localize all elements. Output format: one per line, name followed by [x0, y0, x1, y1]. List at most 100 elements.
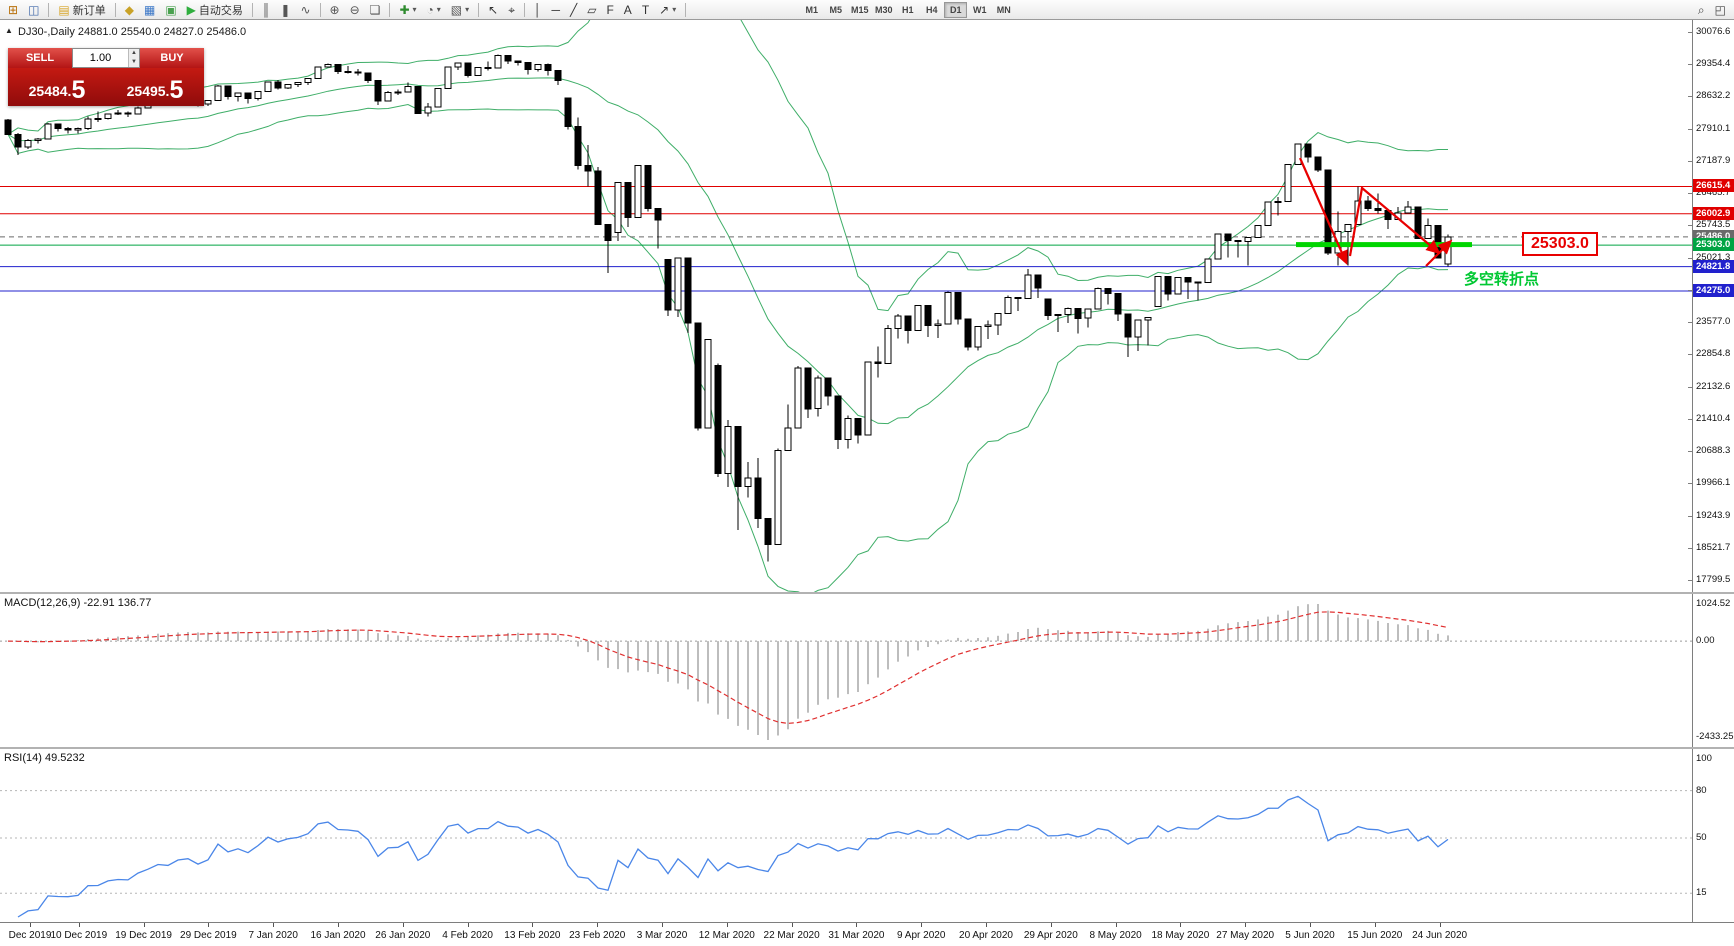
crosshair-icon[interactable]: ⌖ — [504, 1, 519, 18]
periods-icon[interactable]: ◔ ▾ — [423, 1, 445, 18]
timeframe-d1-button[interactable]: D1 — [944, 1, 968, 18]
chevron-down-icon: ▾ — [412, 5, 417, 14]
time-axis-label: 23 Feb 2020 — [569, 930, 626, 941]
scale-tickmark — [1688, 193, 1693, 195]
timeframe-m1-button[interactable]: M1 — [805, 4, 818, 15]
price-annotation-box[interactable]: 25303.0 — [1522, 232, 1598, 256]
text-icon[interactable]: A — [620, 1, 636, 18]
scale-tickmark — [1688, 483, 1693, 485]
price-line-tag: 26002.9 — [1693, 206, 1734, 220]
buy-price[interactable]: 25495. 5 — [106, 68, 204, 106]
chart-panel[interactable]: ▲ DJ30-,Daily 24881.0 25540.0 24827.0 25… — [0, 20, 1734, 592]
cursor-icon: ↖ — [488, 2, 499, 17]
macd-scale-label: -2433.25 — [1696, 731, 1734, 742]
timeframe-m30-button[interactable]: M30 — [874, 4, 893, 15]
strategy-tester-icon: ▣ — [165, 2, 177, 17]
candlestick-type-icon[interactable]: ❚ — [276, 1, 294, 18]
time-axis[interactable]: Dec 2019 10 Dec 2019 19 Dec 2019 29 Dec 201… — [0, 922, 1734, 946]
new-order-button[interactable]: ▤ 新订单 — [54, 1, 109, 18]
templates-icon[interactable]: ▧ ▾ — [447, 1, 473, 18]
time-tickmark — [30, 923, 31, 927]
rsi-line — [17, 795, 1449, 918]
price-line-tag: 24275.0 — [1693, 283, 1734, 297]
cursor-icon[interactable]: ↖ — [484, 1, 502, 18]
macd-panel[interactable]: MACD(12,26,9) -22.91 136.77 1024.52 0.00 -… — [0, 592, 1734, 747]
timeframe-m5-button[interactable]: M5 — [829, 4, 842, 15]
label-icon: T — [641, 2, 650, 17]
crosshair-icon: ⌖ — [508, 2, 515, 17]
buy-button[interactable]: BUY — [140, 48, 204, 68]
bar-chart-type-icon[interactable]: ║ — [258, 1, 275, 18]
sell-price[interactable]: 25484. 5 — [8, 68, 106, 106]
data-window-icon[interactable]: ▦ — [140, 1, 159, 18]
tile-windows-icon: ❏ — [369, 2, 381, 17]
vertical-line-icon: │ — [533, 2, 542, 17]
turning-point-label[interactable]: 多空转折点 — [1464, 271, 1540, 288]
zoom-in-icon[interactable]: ⊕ — [326, 1, 344, 18]
vertical-line-icon[interactable]: │ — [530, 1, 546, 18]
macd-scale[interactable]: 1024.52 0.00 -2433.25 — [1692, 594, 1734, 747]
label-icon[interactable]: T — [638, 1, 653, 18]
price-tick-label: 25743.5 — [1696, 219, 1731, 231]
scale-tickmark — [1688, 322, 1693, 324]
volume-up-icon[interactable]: ▲ — [129, 49, 139, 58]
scale-tickmark — [1688, 225, 1693, 227]
tile-windows-icon[interactable]: ❏ — [366, 1, 385, 18]
sell-button[interactable]: SELL — [8, 48, 72, 68]
fibonacci-icon[interactable]: F — [602, 1, 617, 18]
line-chart-type-icon[interactable]: ∿ — [296, 1, 314, 18]
chevron-down-icon: ▾ — [465, 5, 470, 14]
chart-profiles-icon[interactable]: ◫ — [24, 1, 43, 18]
volume-input[interactable] — [73, 49, 128, 67]
price-line-tag: 25303.0 — [1693, 238, 1734, 252]
zoom-out-icon[interactable]: ⊖ — [346, 1, 364, 18]
time-tickmark — [1439, 923, 1441, 927]
time-axis-label: Dec 2019 — [8, 930, 52, 941]
volume-down-icon[interactable]: ▼ — [129, 58, 139, 67]
one-click-collapse-icon[interactable]: ▲ — [5, 26, 13, 35]
time-tickmark — [467, 923, 469, 927]
indicators-icon[interactable]: ✚ ▾ — [395, 1, 420, 18]
trend-arrows[interactable] — [1298, 157, 1453, 267]
horizontal-line-icon: ─ — [551, 2, 560, 17]
toolbar-separator — [478, 2, 480, 17]
market-watch-icon[interactable]: ◆ — [121, 1, 138, 18]
horizontal-lines[interactable] — [0, 186, 1692, 292]
search-icon[interactable]: ⌕ — [1694, 1, 1709, 18]
scale-tickmark — [1688, 32, 1693, 33]
horizontal-line-icon[interactable]: ─ — [547, 1, 564, 18]
rsi-chart-svg — [0, 790, 1692, 918]
timeframe-w1-button[interactable]: W1 — [972, 4, 987, 15]
rsi-label: RSI(14) 49.5232 — [4, 752, 85, 764]
timeframe-mn-button[interactable]: MN — [996, 4, 1011, 15]
auto-trading-button[interactable]: ▶ 自动交易 — [183, 1, 247, 18]
price-scale[interactable]: 30076.6 29354.4 28632.2 27910.1 27187.9 26465… — [1688, 20, 1734, 592]
rsi-scale-label: 80 — [1696, 784, 1707, 796]
time-axis-label: 7 Jan 2020 — [248, 930, 298, 941]
chevron-down-icon: ▾ — [436, 5, 441, 14]
rsi-panel[interactable]: RSI(14) 49.5232 100 80 50 15 — [0, 747, 1734, 922]
trendline-icon[interactable]: ╱ — [566, 1, 581, 18]
arrows-icon[interactable]: ↗ ▾ — [655, 1, 680, 18]
macd-chart-svg — [0, 604, 1692, 740]
time-axis-label: 19 Dec 2019 — [115, 930, 172, 941]
timeframe-m15-button[interactable]: M15 — [850, 4, 869, 15]
price-tick-label: 25021.3 — [1696, 251, 1731, 263]
strategy-tester-icon[interactable]: ▣ — [161, 1, 180, 18]
buy-price-frac: 5 — [169, 76, 184, 104]
new-chart-icon[interactable]: ⊞ — [4, 1, 22, 18]
time-tickmark — [1245, 923, 1247, 927]
timeframe-h1-button[interactable]: H1 — [901, 4, 914, 15]
new-window-icon[interactable]: ◰ — [1711, 1, 1730, 18]
support-line-segment[interactable] — [1296, 242, 1472, 248]
time-tickmark — [662, 923, 663, 927]
rsi-scale[interactable]: 100 80 50 15 — [1692, 749, 1734, 922]
time-tickmark — [208, 923, 210, 927]
channel-icon[interactable]: ▱ — [583, 1, 600, 18]
rsi-scale-label: 100 — [1696, 753, 1712, 764]
time-axis-label: 16 Jan 2020 — [310, 930, 366, 941]
text-icon: A — [623, 2, 632, 17]
timeframe-h4-button[interactable]: H4 — [925, 4, 938, 15]
price-chart-svg[interactable] — [0, 20, 1692, 592]
scale-tickmark — [1688, 289, 1693, 291]
